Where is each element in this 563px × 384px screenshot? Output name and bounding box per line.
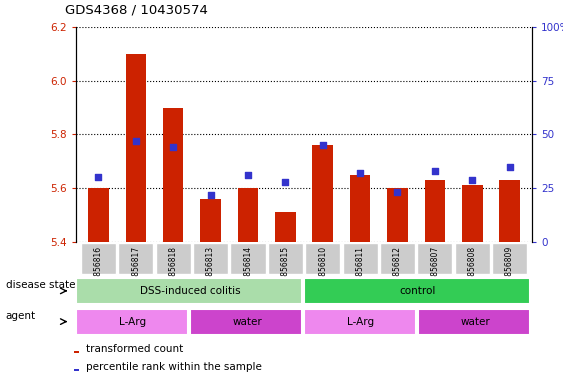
Text: GSM856817: GSM856817 — [131, 246, 140, 292]
Bar — [387, 188, 408, 242]
Bar — [499, 180, 520, 242]
Point — [131, 138, 140, 144]
Point — [430, 168, 439, 174]
Point — [94, 174, 103, 180]
Bar — [88, 188, 109, 242]
Point — [505, 164, 514, 170]
Bar — [190, 309, 302, 334]
Bar — [418, 309, 530, 334]
Bar — [455, 243, 490, 274]
Point — [356, 170, 365, 176]
Text: transformed count: transformed count — [86, 344, 184, 354]
Text: L-Arg: L-Arg — [119, 316, 146, 327]
Bar — [268, 243, 303, 274]
Bar — [193, 243, 228, 274]
Bar — [492, 243, 527, 274]
Point — [318, 142, 327, 148]
Point — [468, 177, 477, 183]
Text: GSM856818: GSM856818 — [169, 246, 178, 292]
Text: GDS4368 / 10430574: GDS4368 / 10430574 — [65, 4, 208, 17]
Bar — [312, 145, 333, 242]
Bar — [342, 243, 378, 274]
Text: GSM856809: GSM856809 — [505, 246, 514, 292]
Text: GSM856816: GSM856816 — [94, 246, 103, 292]
Text: water: water — [232, 316, 262, 327]
Text: GSM856807: GSM856807 — [430, 246, 439, 292]
Text: disease state: disease state — [6, 280, 75, 290]
Bar — [425, 180, 445, 242]
Bar — [230, 243, 266, 274]
Bar — [76, 309, 188, 334]
Text: water: water — [460, 316, 490, 327]
Bar — [275, 212, 296, 242]
Text: GSM856815: GSM856815 — [281, 246, 290, 292]
Bar — [304, 309, 416, 334]
Bar — [74, 369, 79, 371]
Bar — [76, 278, 302, 304]
Bar — [74, 351, 79, 353]
Bar — [155, 243, 191, 274]
Point — [393, 189, 402, 195]
Bar — [81, 243, 116, 274]
Text: GSM856814: GSM856814 — [243, 246, 252, 292]
Text: control: control — [400, 286, 436, 296]
Bar — [305, 243, 340, 274]
Text: percentile rank within the sample: percentile rank within the sample — [86, 362, 262, 372]
Text: GSM856811: GSM856811 — [356, 246, 365, 292]
Bar — [304, 278, 530, 304]
Text: GSM856813: GSM856813 — [206, 246, 215, 292]
Text: GSM856812: GSM856812 — [393, 246, 402, 292]
Bar — [126, 54, 146, 242]
Text: L-Arg: L-Arg — [347, 316, 374, 327]
Bar — [118, 243, 153, 274]
Bar — [350, 175, 370, 242]
Text: GSM856810: GSM856810 — [318, 246, 327, 292]
Bar — [462, 185, 482, 242]
Point — [169, 144, 178, 151]
Point — [243, 172, 252, 178]
Bar — [238, 188, 258, 242]
Bar — [163, 108, 184, 242]
Text: GSM856808: GSM856808 — [468, 246, 477, 292]
Bar — [200, 199, 221, 242]
Text: agent: agent — [6, 311, 36, 321]
Bar — [380, 243, 415, 274]
Point — [281, 179, 290, 185]
Point — [206, 192, 215, 198]
Bar — [417, 243, 453, 274]
Text: DSS-induced colitis: DSS-induced colitis — [140, 286, 240, 296]
